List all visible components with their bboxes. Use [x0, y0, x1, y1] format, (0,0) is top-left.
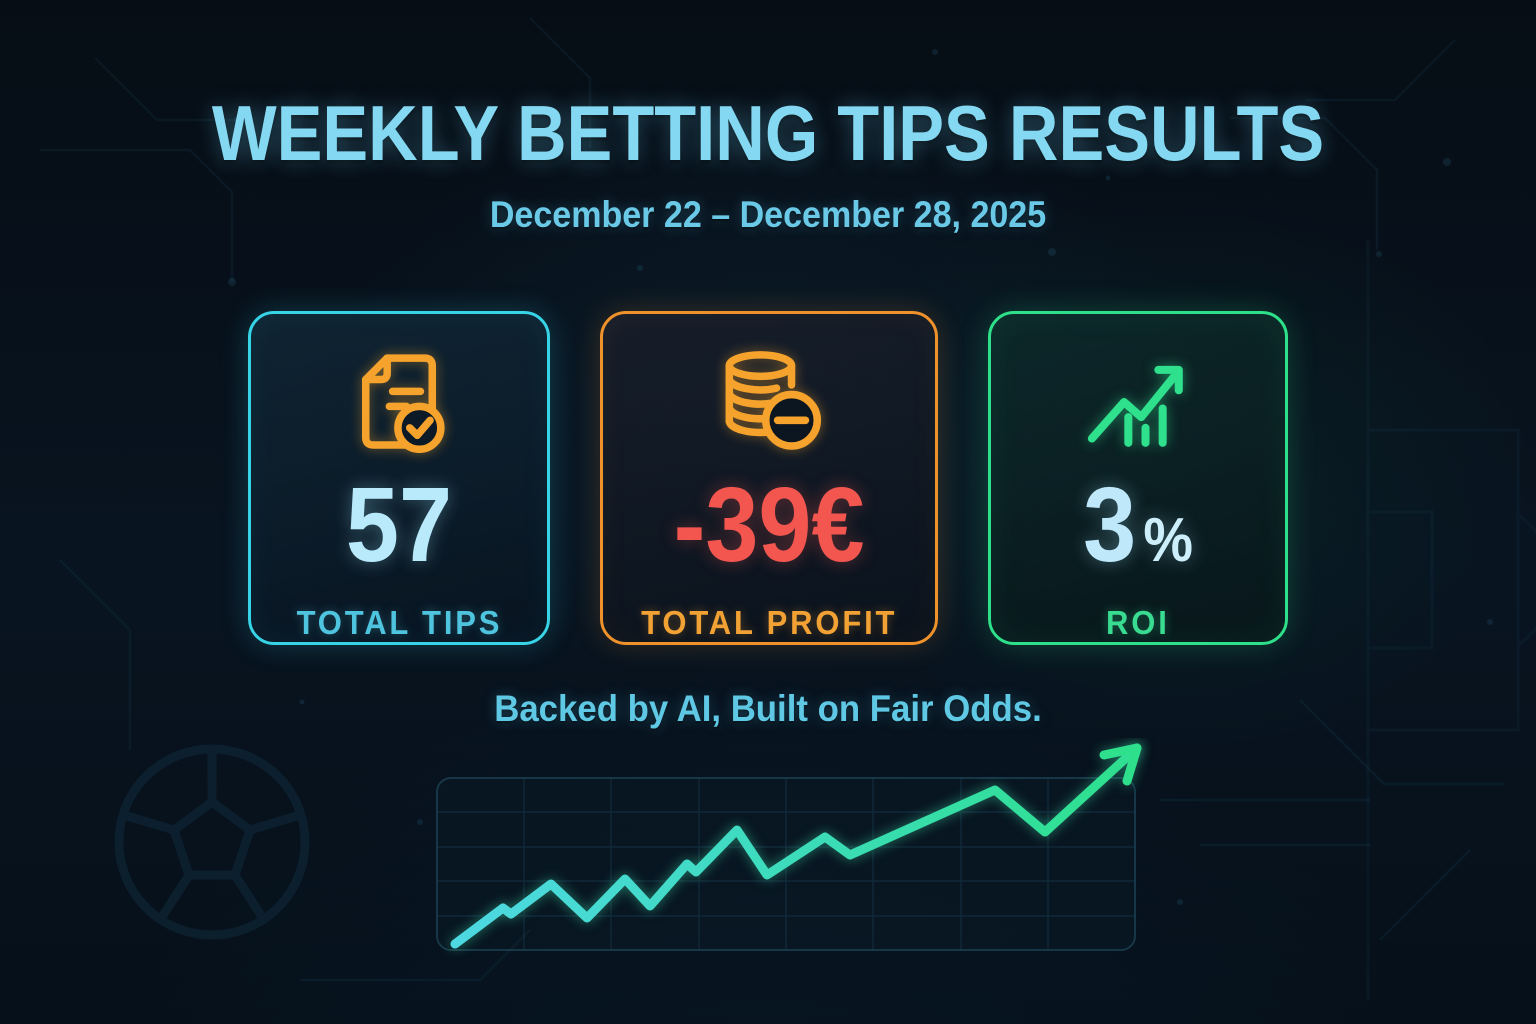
total-profit-value: -39€ — [673, 466, 865, 584]
total-tips-value: 57 — [345, 466, 453, 584]
coins-minus-icon — [710, 340, 828, 462]
page-title: WEEKLY BETTING TIPS RESULTS — [211, 89, 1325, 177]
trend-arrowhead — [1099, 743, 1142, 786]
roi-value: 3% — [1083, 472, 1193, 578]
stat-cards: 57 TOTAL TIPS -39€ TOTAL PROFIT — [248, 311, 1288, 645]
circuit-traces — [40, 17, 1504, 982]
card-total-profit: -39€ TOTAL PROFIT — [600, 311, 938, 645]
trend-up-icon — [1079, 340, 1197, 462]
roi-number: 3 — [1083, 466, 1137, 584]
roi-label: ROI — [1106, 604, 1170, 641]
profit-trend-chart — [433, 738, 1157, 978]
pitch-lines — [1366, 240, 1536, 1000]
card-roi: 3% ROI — [988, 311, 1288, 645]
total-tips-label: TOTAL TIPS — [296, 604, 502, 641]
card-total-tips: 57 TOTAL TIPS — [248, 311, 550, 645]
tagline: Backed by AI, Built on Fair Odds. — [494, 688, 1042, 729]
date-range: December 22 – December 28, 2025 — [489, 194, 1047, 235]
document-check-icon — [340, 340, 458, 462]
trend-line — [450, 743, 1142, 949]
soccer-ball-outline — [114, 744, 310, 940]
roi-percent-sign: % — [1143, 506, 1193, 575]
total-profit-label: TOTAL PROFIT — [640, 604, 898, 641]
